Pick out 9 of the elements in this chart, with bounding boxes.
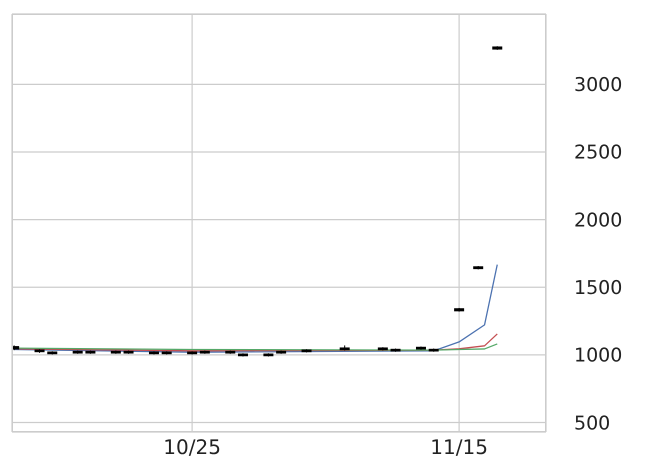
x-tick-label: 11/15 (430, 435, 488, 460)
y-tick-label: 3000 (574, 74, 622, 96)
x-tick-label: 10/25 (163, 435, 221, 460)
y-tick-label: 1000 (574, 344, 622, 367)
y-tick-label: 1500 (574, 277, 622, 299)
y-tick-label: 2000 (574, 209, 622, 232)
y-tick-label: 500 (574, 412, 610, 434)
line-series (13, 264, 498, 353)
y-tick-label: 2500 (574, 142, 622, 164)
